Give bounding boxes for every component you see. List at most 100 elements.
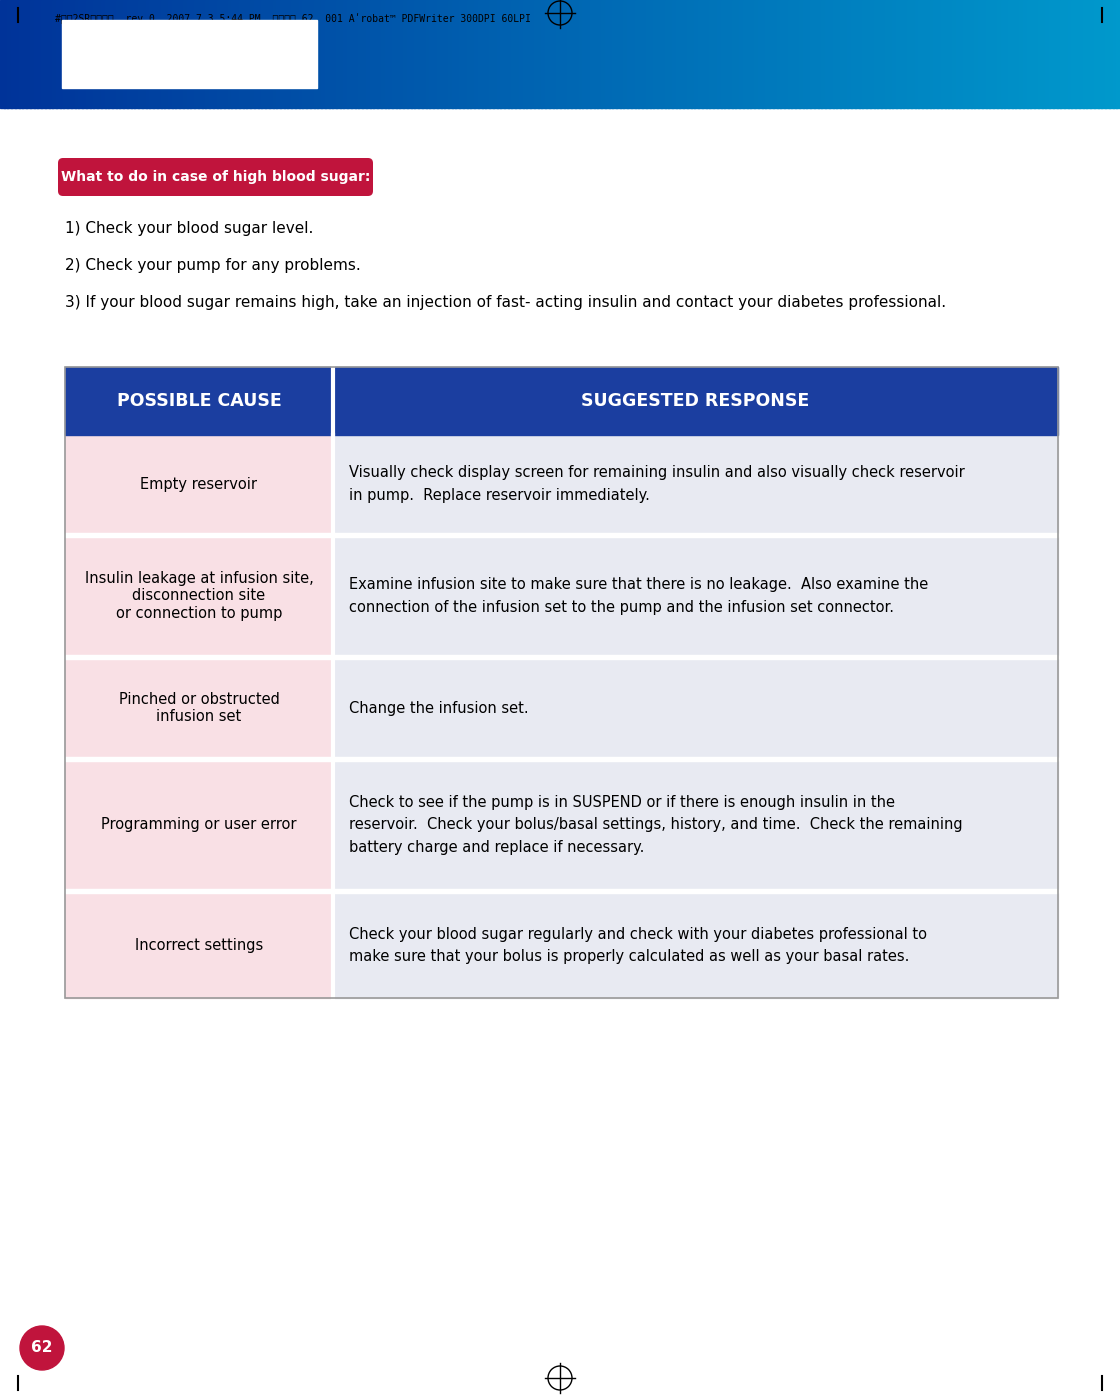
Bar	[911, 0, 916, 108]
Bar	[34, 0, 38, 108]
Text: 2) Check your pump for any problems.: 2) Check your pump for any problems.	[65, 259, 361, 273]
Bar	[389, 0, 393, 108]
Bar	[1008, 0, 1012, 108]
Bar	[59, 0, 65, 108]
Bar	[862, 0, 867, 108]
Bar	[272, 0, 278, 108]
Bar	[8, 0, 12, 108]
Bar	[1016, 0, 1020, 108]
Bar	[26, 0, 31, 108]
Bar	[825, 0, 830, 108]
Bar	[661, 0, 665, 108]
Bar	[993, 0, 998, 108]
Bar	[608, 0, 614, 108]
Bar	[15, 0, 20, 108]
Bar	[62, 20, 317, 88]
Bar	[131, 0, 136, 108]
Bar	[134, 0, 139, 108]
Bar	[1090, 0, 1095, 108]
Bar	[183, 0, 188, 108]
Bar	[989, 0, 995, 108]
Bar	[429, 0, 435, 108]
Bar	[306, 0, 311, 108]
Bar	[104, 0, 110, 108]
Bar	[456, 0, 460, 108]
Bar	[1064, 0, 1068, 108]
Bar	[381, 0, 385, 108]
Bar	[706, 0, 710, 108]
Bar	[739, 0, 744, 108]
Bar	[64, 0, 68, 108]
Bar	[1112, 0, 1118, 108]
Bar	[168, 0, 172, 108]
Bar	[65, 658, 333, 756]
Bar	[893, 0, 897, 108]
Bar	[650, 0, 654, 108]
Bar	[232, 0, 236, 108]
Bar	[986, 0, 990, 108]
Bar	[157, 0, 161, 108]
FancyBboxPatch shape	[58, 158, 373, 196]
Bar	[22, 0, 27, 108]
Bar	[146, 0, 150, 108]
Bar	[333, 368, 1058, 435]
Bar	[339, 0, 345, 108]
Bar	[45, 0, 49, 108]
Bar	[258, 0, 262, 108]
Bar	[1067, 0, 1073, 108]
Bar	[459, 0, 464, 108]
Bar	[1042, 0, 1046, 108]
Bar	[829, 0, 833, 108]
Bar	[138, 0, 143, 108]
Bar	[519, 0, 524, 108]
Bar	[65, 761, 333, 889]
Bar	[482, 0, 486, 108]
Text: Empty reservoir: Empty reservoir	[140, 477, 258, 492]
Bar	[691, 0, 696, 108]
Bar	[373, 0, 379, 108]
Text: SUGGESTED RESPONSE: SUGGESTED RESPONSE	[581, 391, 810, 410]
Bar	[451, 0, 457, 108]
Text: Programming or user error: Programming or user error	[101, 818, 297, 832]
Bar	[254, 0, 259, 108]
Bar	[496, 0, 502, 108]
Bar	[65, 893, 333, 998]
Bar	[97, 0, 102, 108]
Bar	[67, 0, 72, 108]
Bar	[1101, 0, 1107, 108]
Bar	[213, 0, 217, 108]
Bar	[280, 0, 284, 108]
Text: 3) If your blood sugar remains high, take an injection of fast- acting insulin a: 3) If your blood sugar remains high, tak…	[65, 295, 946, 310]
Text: 62: 62	[31, 1341, 53, 1356]
Bar	[709, 0, 715, 108]
Text: Check to see if the pump is in SUSPEND or if there is enough insulin in the
rese: Check to see if the pump is in SUSPEND o…	[349, 795, 962, 854]
Bar	[698, 0, 703, 108]
Bar	[597, 0, 603, 108]
Bar	[605, 0, 609, 108]
Bar	[187, 0, 192, 108]
Bar	[638, 0, 643, 108]
Bar	[291, 0, 296, 108]
Bar	[949, 0, 953, 108]
Bar	[65, 368, 333, 435]
Bar	[56, 0, 60, 108]
Bar	[261, 0, 267, 108]
Bar	[549, 0, 553, 108]
Bar	[657, 0, 662, 108]
Bar	[3, 0, 9, 108]
Bar	[877, 0, 883, 108]
Bar	[407, 0, 412, 108]
Bar	[333, 893, 1058, 998]
Bar	[870, 0, 875, 108]
Bar	[123, 0, 128, 108]
Bar	[310, 0, 315, 108]
Bar	[888, 0, 894, 108]
Bar	[818, 0, 822, 108]
Bar	[317, 0, 323, 108]
Bar	[160, 0, 166, 108]
Bar	[504, 0, 508, 108]
Bar	[974, 0, 979, 108]
Bar	[702, 0, 707, 108]
Bar	[333, 435, 1058, 533]
Bar	[176, 0, 180, 108]
